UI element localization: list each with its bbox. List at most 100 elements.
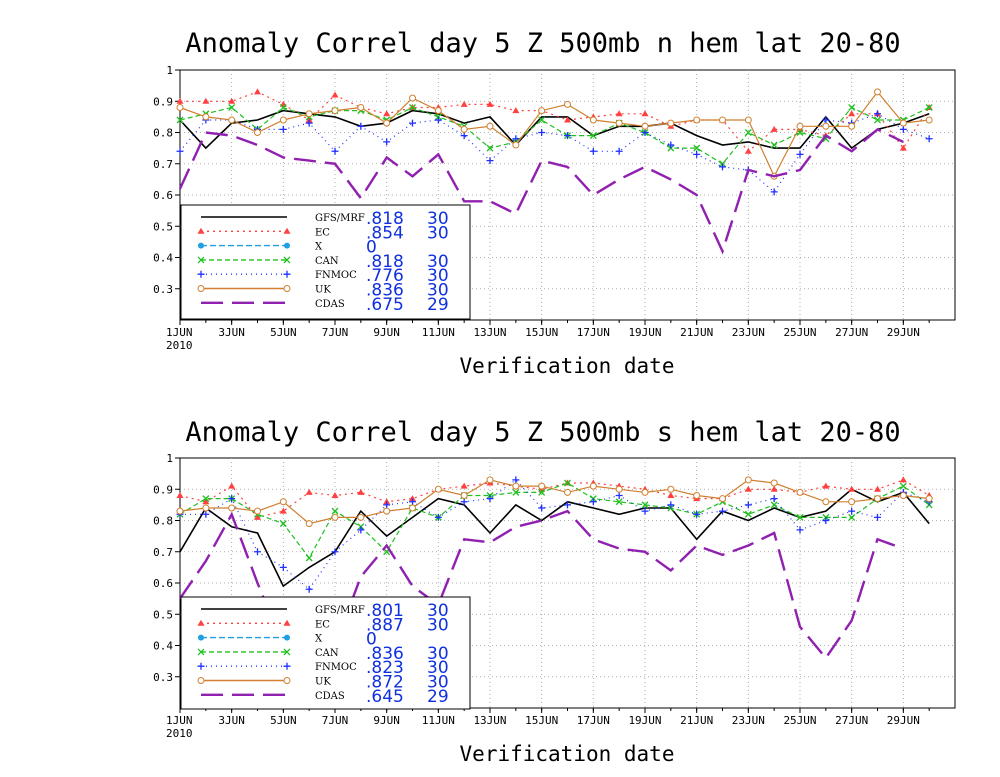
x-tick-label: 5JUN	[270, 714, 297, 727]
data-point	[331, 91, 339, 98]
data-point	[512, 476, 520, 484]
legend-entry-name: FNMOC	[315, 662, 357, 673]
data-point	[357, 122, 365, 130]
data-point	[589, 116, 597, 124]
series-line	[179, 479, 930, 519]
data-point	[228, 504, 236, 512]
data-point	[283, 662, 291, 670]
data-point	[197, 662, 205, 670]
data-point	[279, 104, 287, 111]
data-point	[899, 125, 907, 133]
y-tick-label: 1	[166, 64, 173, 77]
data-point	[796, 150, 804, 158]
data-point	[283, 619, 291, 626]
data-point	[512, 107, 520, 114]
data-point	[770, 501, 778, 509]
legend-entry-count: 29	[427, 295, 449, 315]
legend-entry-count: 30	[427, 658, 449, 678]
data-point	[512, 135, 520, 143]
data-point	[848, 110, 856, 117]
data-point	[283, 256, 291, 264]
data-point	[434, 107, 442, 115]
data-point	[615, 498, 623, 506]
data-point	[176, 507, 184, 515]
data-point	[197, 256, 205, 264]
data-point	[564, 132, 571, 140]
data-point	[331, 107, 339, 115]
x-tick-label: 5JUN	[270, 326, 297, 339]
x-tick-label: 3JUN	[218, 326, 245, 339]
data-point	[589, 498, 597, 506]
data-point	[434, 116, 442, 124]
x-tick-label: 21JUN	[680, 714, 713, 727]
data-point	[796, 513, 804, 521]
data-point	[434, 485, 442, 493]
data-point	[202, 495, 210, 503]
y-tick-label: 0.4	[153, 640, 173, 653]
data-point	[693, 492, 701, 499]
data-point	[770, 141, 778, 149]
data-point	[564, 100, 571, 108]
data-point	[848, 104, 856, 111]
data-point	[822, 517, 830, 524]
data-point	[848, 507, 856, 515]
data-point	[538, 129, 546, 136]
x-tick-label: 1JUN	[166, 714, 193, 727]
data-point	[460, 482, 468, 489]
legend-entry-count: 30	[427, 209, 449, 229]
series-uk	[176, 476, 933, 528]
data-point	[641, 129, 649, 136]
legend-entry-score: .854	[366, 223, 404, 243]
data-point	[538, 504, 546, 512]
data-point	[202, 504, 210, 512]
x-tick-sublabel: 2010	[166, 339, 193, 352]
data-point	[822, 498, 830, 506]
data-point	[538, 107, 546, 115]
y-tick-label: 0.6	[153, 577, 173, 590]
data-point	[667, 485, 675, 493]
data-point	[305, 585, 313, 593]
x-tick-label: 29JUN	[887, 326, 920, 339]
data-point	[667, 141, 675, 149]
data-point	[667, 492, 675, 498]
data-point	[228, 116, 236, 124]
data-point	[197, 648, 205, 656]
data-point	[409, 504, 416, 512]
data-point	[693, 150, 701, 158]
data-point	[925, 116, 933, 124]
data-point	[744, 510, 752, 518]
legend-entry-score: .776	[366, 266, 404, 286]
legend-box	[180, 596, 471, 710]
data-point	[564, 479, 571, 487]
data-point	[848, 485, 856, 492]
legend-box	[180, 204, 471, 320]
data-point	[589, 132, 597, 140]
data-point	[770, 188, 778, 196]
data-point	[202, 498, 210, 505]
y-tick-label: 0.8	[153, 515, 173, 528]
chart-panel-south-hemisphere: Anomaly Correl day 5 Z 500mb s hem lat 2…	[153, 417, 956, 766]
data-point	[383, 110, 391, 117]
x-tick-label: 7JUN	[322, 714, 349, 727]
data-point	[667, 119, 675, 127]
data-point	[874, 513, 881, 521]
data-point	[383, 501, 391, 509]
data-point	[202, 97, 210, 104]
data-point	[770, 485, 778, 492]
series-line	[179, 106, 930, 165]
data-point	[693, 510, 701, 518]
data-point	[744, 129, 752, 136]
x-axis-label: Verification date	[460, 742, 675, 766]
data-point	[254, 548, 261, 556]
data-point	[538, 116, 546, 124]
data-point	[228, 97, 236, 104]
legend-entry-name: CAN	[315, 256, 339, 267]
data-point	[176, 492, 184, 498]
data-point	[564, 488, 571, 496]
data-point	[822, 116, 830, 124]
data-point	[848, 122, 856, 130]
data-point	[874, 88, 881, 96]
data-point	[899, 482, 907, 490]
data-point	[279, 520, 287, 528]
